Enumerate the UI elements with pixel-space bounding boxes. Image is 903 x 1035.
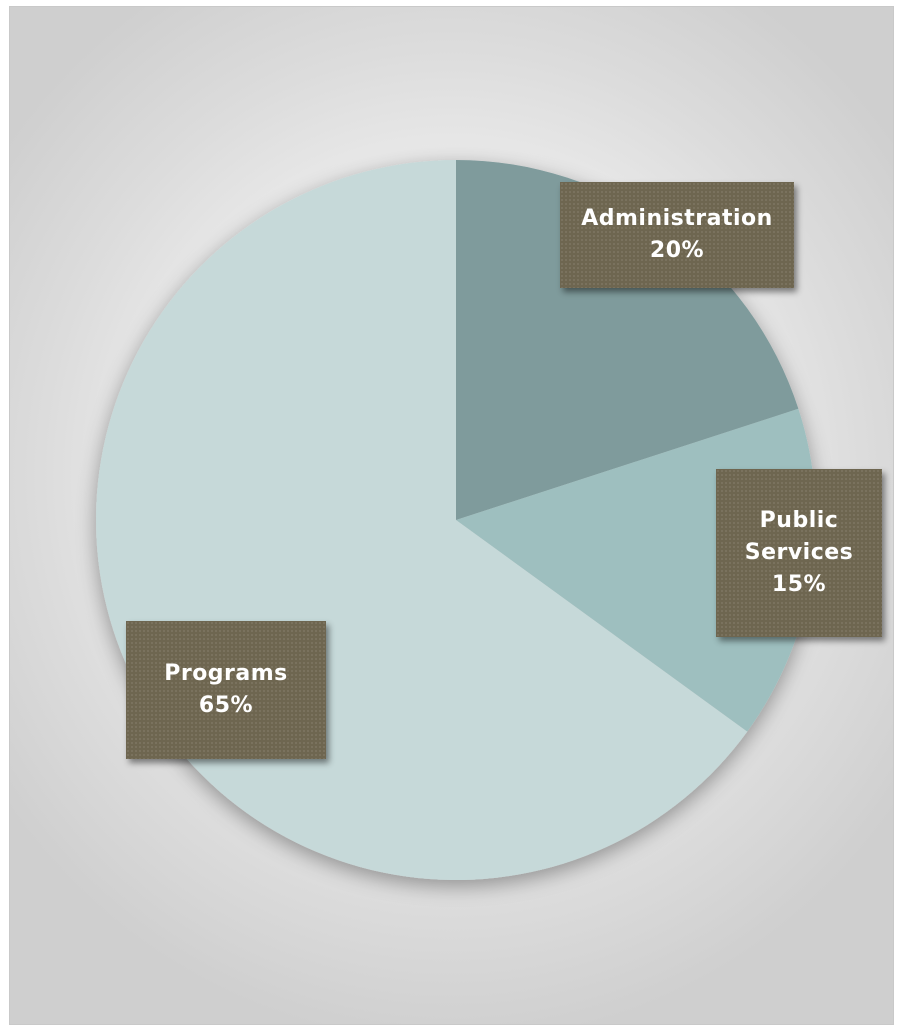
data-label-administration: Administration 20% (560, 182, 794, 288)
pie-slice-administration (456, 160, 799, 520)
data-label-programs: Programs 65% (126, 621, 326, 759)
data-label-public-services: Public Services 15% (716, 469, 882, 637)
data-label-value: 15% (771, 572, 827, 597)
data-label-name: Services (744, 540, 854, 565)
data-label-value: 65% (198, 693, 254, 718)
data-label-name: Public (759, 508, 839, 533)
data-label-name: Programs (164, 661, 288, 686)
data-label-name: Administration (581, 206, 773, 231)
data-label-value: 20% (649, 238, 705, 263)
chart-frame: Administration 20% Public Services 15% P… (9, 6, 894, 1025)
